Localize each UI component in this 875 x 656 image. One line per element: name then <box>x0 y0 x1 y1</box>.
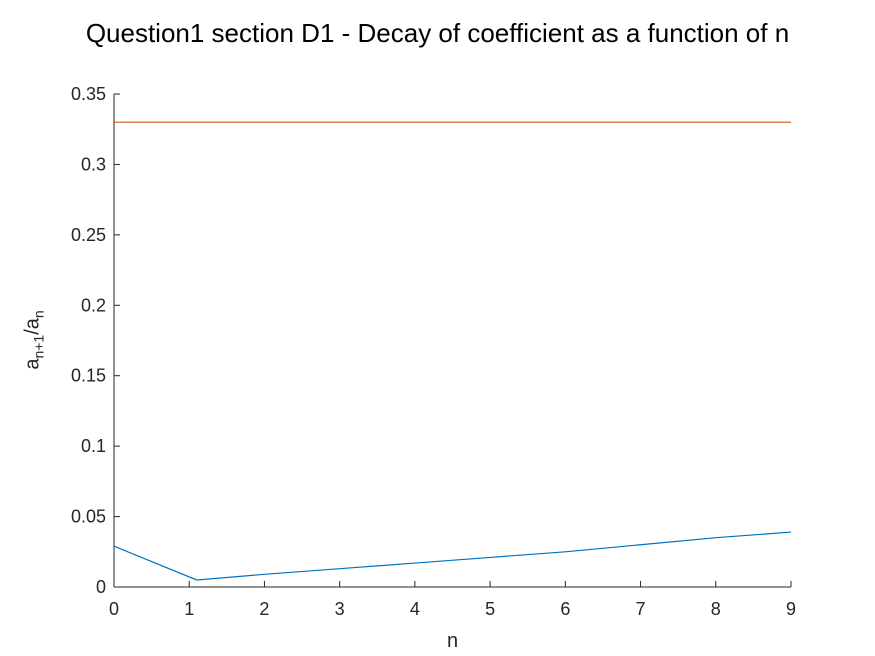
y-label-base-1: a <box>21 358 44 370</box>
x-tick-label: 9 <box>786 599 796 619</box>
x-tick-label: 8 <box>711 599 721 619</box>
y-label-base-2: a <box>21 318 44 330</box>
y-tick-label: 0 <box>96 577 106 597</box>
tick-labels: 0 1 2 3 4 5 6 7 8 9 0 0.05 0.1 0.15 0.2 0.25 0.3 0.35 <box>71 84 796 619</box>
x-tick-label: 1 <box>184 599 194 619</box>
y-tick-label: 0.2 <box>81 295 106 315</box>
y-label-sub-1: n+1 <box>30 334 47 359</box>
series-line-1 <box>113 531 792 581</box>
y-tick-label: 0.3 <box>81 154 106 174</box>
chart-title: Question1 section D1 - Decay of coeffici… <box>85 18 790 48</box>
y-tick-label: 0.35 <box>71 84 106 104</box>
y-axis-label: an+1/an <box>22 310 47 369</box>
series-layer <box>113 121 792 581</box>
x-tick-label: 5 <box>485 599 495 619</box>
y-label-sub-2: n <box>30 310 47 319</box>
x-tick-label: 6 <box>560 599 570 619</box>
axes <box>113 93 792 588</box>
x-axis-label: n <box>446 630 459 652</box>
y-label-separator: / <box>21 329 44 335</box>
x-tick-label: 4 <box>410 599 420 619</box>
y-tick-label: 0.05 <box>71 507 106 527</box>
y-tick-label: 0.25 <box>71 225 106 245</box>
x-tick-label: 3 <box>335 599 345 619</box>
x-tick-label: 0 <box>109 599 119 619</box>
x-tick-label: 7 <box>636 599 646 619</box>
x-tick-label: 2 <box>259 599 269 619</box>
y-tick-label: 0.1 <box>81 436 106 456</box>
y-tick-label: 0.15 <box>71 366 106 386</box>
